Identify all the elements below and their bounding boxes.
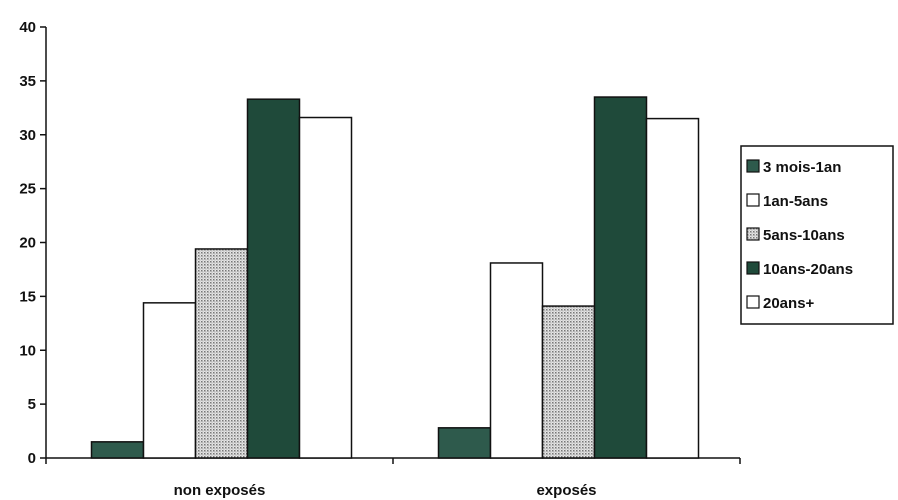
legend-swatch xyxy=(746,295,760,309)
legend-label: 20ans+ xyxy=(763,295,815,312)
legend-label: 10ans-20ans xyxy=(763,261,853,278)
y-tick-label: 10 xyxy=(19,342,36,359)
bar-10ans-20ans-0 xyxy=(246,98,301,459)
x-category-label: non exposés xyxy=(174,482,266,499)
legend: 3 mois-1an 1an-5ans 5ans-10ans 10ans-20ans 2… xyxy=(740,145,894,325)
y-axis: 0 5 10 15 20 25 30 35 40 xyxy=(19,19,47,467)
bar-1an-5ans-0 xyxy=(142,302,197,459)
y-tick-label: 35 xyxy=(19,73,36,90)
bar-20ans--0 xyxy=(298,116,353,459)
bar-10ans-20ans-1 xyxy=(593,96,648,459)
y-tick-label: 5 xyxy=(28,396,36,413)
bar-5ans-10ans-1 xyxy=(541,305,596,459)
bar-20ans--1 xyxy=(645,117,700,459)
y-tick-label: 0 xyxy=(28,450,36,467)
legend-swatch xyxy=(746,193,760,207)
y-tick-label: 40 xyxy=(19,19,36,36)
legend-label: 1an-5ans xyxy=(763,193,828,210)
legend-label: 5ans-10ans xyxy=(763,227,845,244)
y-tick-label: 30 xyxy=(19,127,36,144)
x-category-label: exposés xyxy=(536,482,596,499)
bar-5ans-10ans-0 xyxy=(194,248,249,459)
bar-3-mois-1an-0 xyxy=(90,441,145,459)
legend-box xyxy=(740,145,894,325)
legend-swatch xyxy=(746,227,760,241)
legend-swatch xyxy=(746,261,760,275)
bar-1an-5ans-1 xyxy=(489,262,544,459)
legend-swatch xyxy=(746,159,760,173)
y-tick-label: 20 xyxy=(19,235,36,252)
x-axis: non exposés exposés xyxy=(45,457,741,499)
y-tick-label: 25 xyxy=(19,181,36,198)
bar-3-mois-1an-1 xyxy=(437,427,492,459)
y-tick-label: 15 xyxy=(19,288,36,305)
bars xyxy=(90,96,700,459)
legend-label: 3 mois-1an xyxy=(763,159,841,176)
